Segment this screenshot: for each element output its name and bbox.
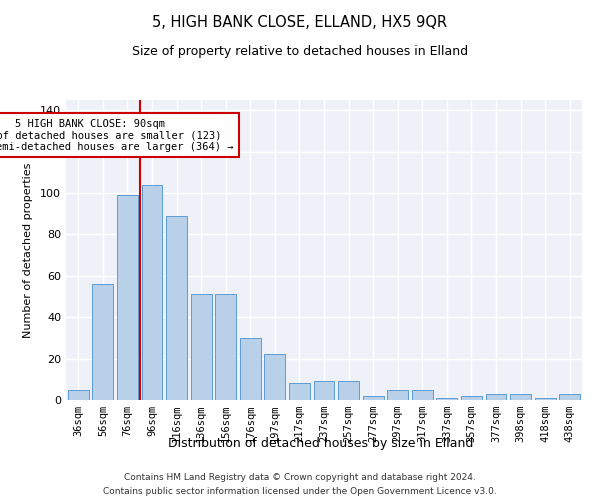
Text: 5 HIGH BANK CLOSE: 90sqm
← 25% of detached houses are smaller (123)
75% of semi-: 5 HIGH BANK CLOSE: 90sqm ← 25% of detach…: [0, 118, 233, 152]
Bar: [92, 284, 113, 400]
Bar: [436, 398, 457, 400]
Bar: [510, 394, 531, 400]
Bar: [559, 394, 580, 400]
Text: Size of property relative to detached houses in Elland: Size of property relative to detached ho…: [132, 45, 468, 58]
Text: Contains HM Land Registry data © Crown copyright and database right 2024.: Contains HM Land Registry data © Crown c…: [124, 472, 476, 482]
Bar: [461, 396, 482, 400]
Bar: [289, 384, 310, 400]
Bar: [535, 398, 556, 400]
Bar: [412, 390, 433, 400]
Text: Contains public sector information licensed under the Open Government Licence v3: Contains public sector information licen…: [103, 488, 497, 496]
Bar: [362, 396, 383, 400]
Bar: [338, 382, 359, 400]
Bar: [68, 390, 89, 400]
Bar: [166, 216, 187, 400]
Bar: [314, 382, 334, 400]
Bar: [485, 394, 506, 400]
Text: Distribution of detached houses by size in Elland: Distribution of detached houses by size …: [169, 438, 473, 450]
Bar: [215, 294, 236, 400]
Text: 5, HIGH BANK CLOSE, ELLAND, HX5 9QR: 5, HIGH BANK CLOSE, ELLAND, HX5 9QR: [152, 15, 448, 30]
Bar: [240, 338, 261, 400]
Bar: [265, 354, 286, 400]
Bar: [142, 185, 163, 400]
Bar: [387, 390, 408, 400]
Y-axis label: Number of detached properties: Number of detached properties: [23, 162, 33, 338]
Bar: [117, 195, 138, 400]
Bar: [191, 294, 212, 400]
